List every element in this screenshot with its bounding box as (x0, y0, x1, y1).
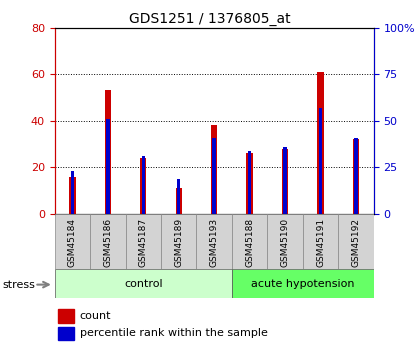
Bar (126, 214, 161, 269)
Text: GSM45187: GSM45187 (139, 218, 148, 267)
Bar (319, 108, 323, 214)
Text: acute hypotension: acute hypotension (251, 279, 354, 289)
Bar (90, 214, 126, 269)
Bar (232, 214, 268, 269)
Bar (197, 214, 232, 269)
Text: GSM45188: GSM45188 (245, 218, 254, 267)
Text: GDS1251 / 1376805_at: GDS1251 / 1376805_at (129, 12, 291, 26)
Text: stress: stress (2, 280, 35, 289)
Bar (303, 214, 339, 269)
Bar (248, 150, 252, 214)
Bar (58, 327, 74, 340)
Bar (58, 309, 74, 323)
Text: GSM45184: GSM45184 (68, 218, 77, 267)
Bar (247, 153, 253, 214)
Bar (55, 214, 90, 269)
Bar (177, 178, 181, 214)
Text: GSM45190: GSM45190 (281, 218, 290, 267)
Bar (318, 72, 324, 214)
Bar (353, 139, 359, 214)
Bar (69, 177, 76, 214)
Bar (282, 149, 288, 214)
Bar (106, 119, 110, 214)
Bar (55, 269, 232, 298)
Bar (211, 125, 218, 214)
Bar (105, 90, 111, 214)
Bar (142, 156, 145, 214)
Text: GSM45192: GSM45192 (352, 218, 360, 267)
Bar (176, 188, 182, 214)
Text: count: count (80, 311, 111, 321)
Text: GSM45193: GSM45193 (210, 218, 219, 267)
Bar (284, 147, 287, 214)
Bar (339, 214, 374, 269)
Text: percentile rank within the sample: percentile rank within the sample (80, 328, 268, 338)
Bar (232, 269, 374, 298)
Bar (71, 171, 74, 214)
Bar (268, 214, 303, 269)
Bar (354, 138, 358, 214)
Bar (161, 214, 197, 269)
Bar (213, 138, 216, 214)
Bar (140, 158, 147, 214)
Text: control: control (124, 279, 163, 289)
Text: GSM45186: GSM45186 (103, 218, 112, 267)
Text: GSM45189: GSM45189 (174, 218, 183, 267)
Text: GSM45191: GSM45191 (316, 218, 325, 267)
